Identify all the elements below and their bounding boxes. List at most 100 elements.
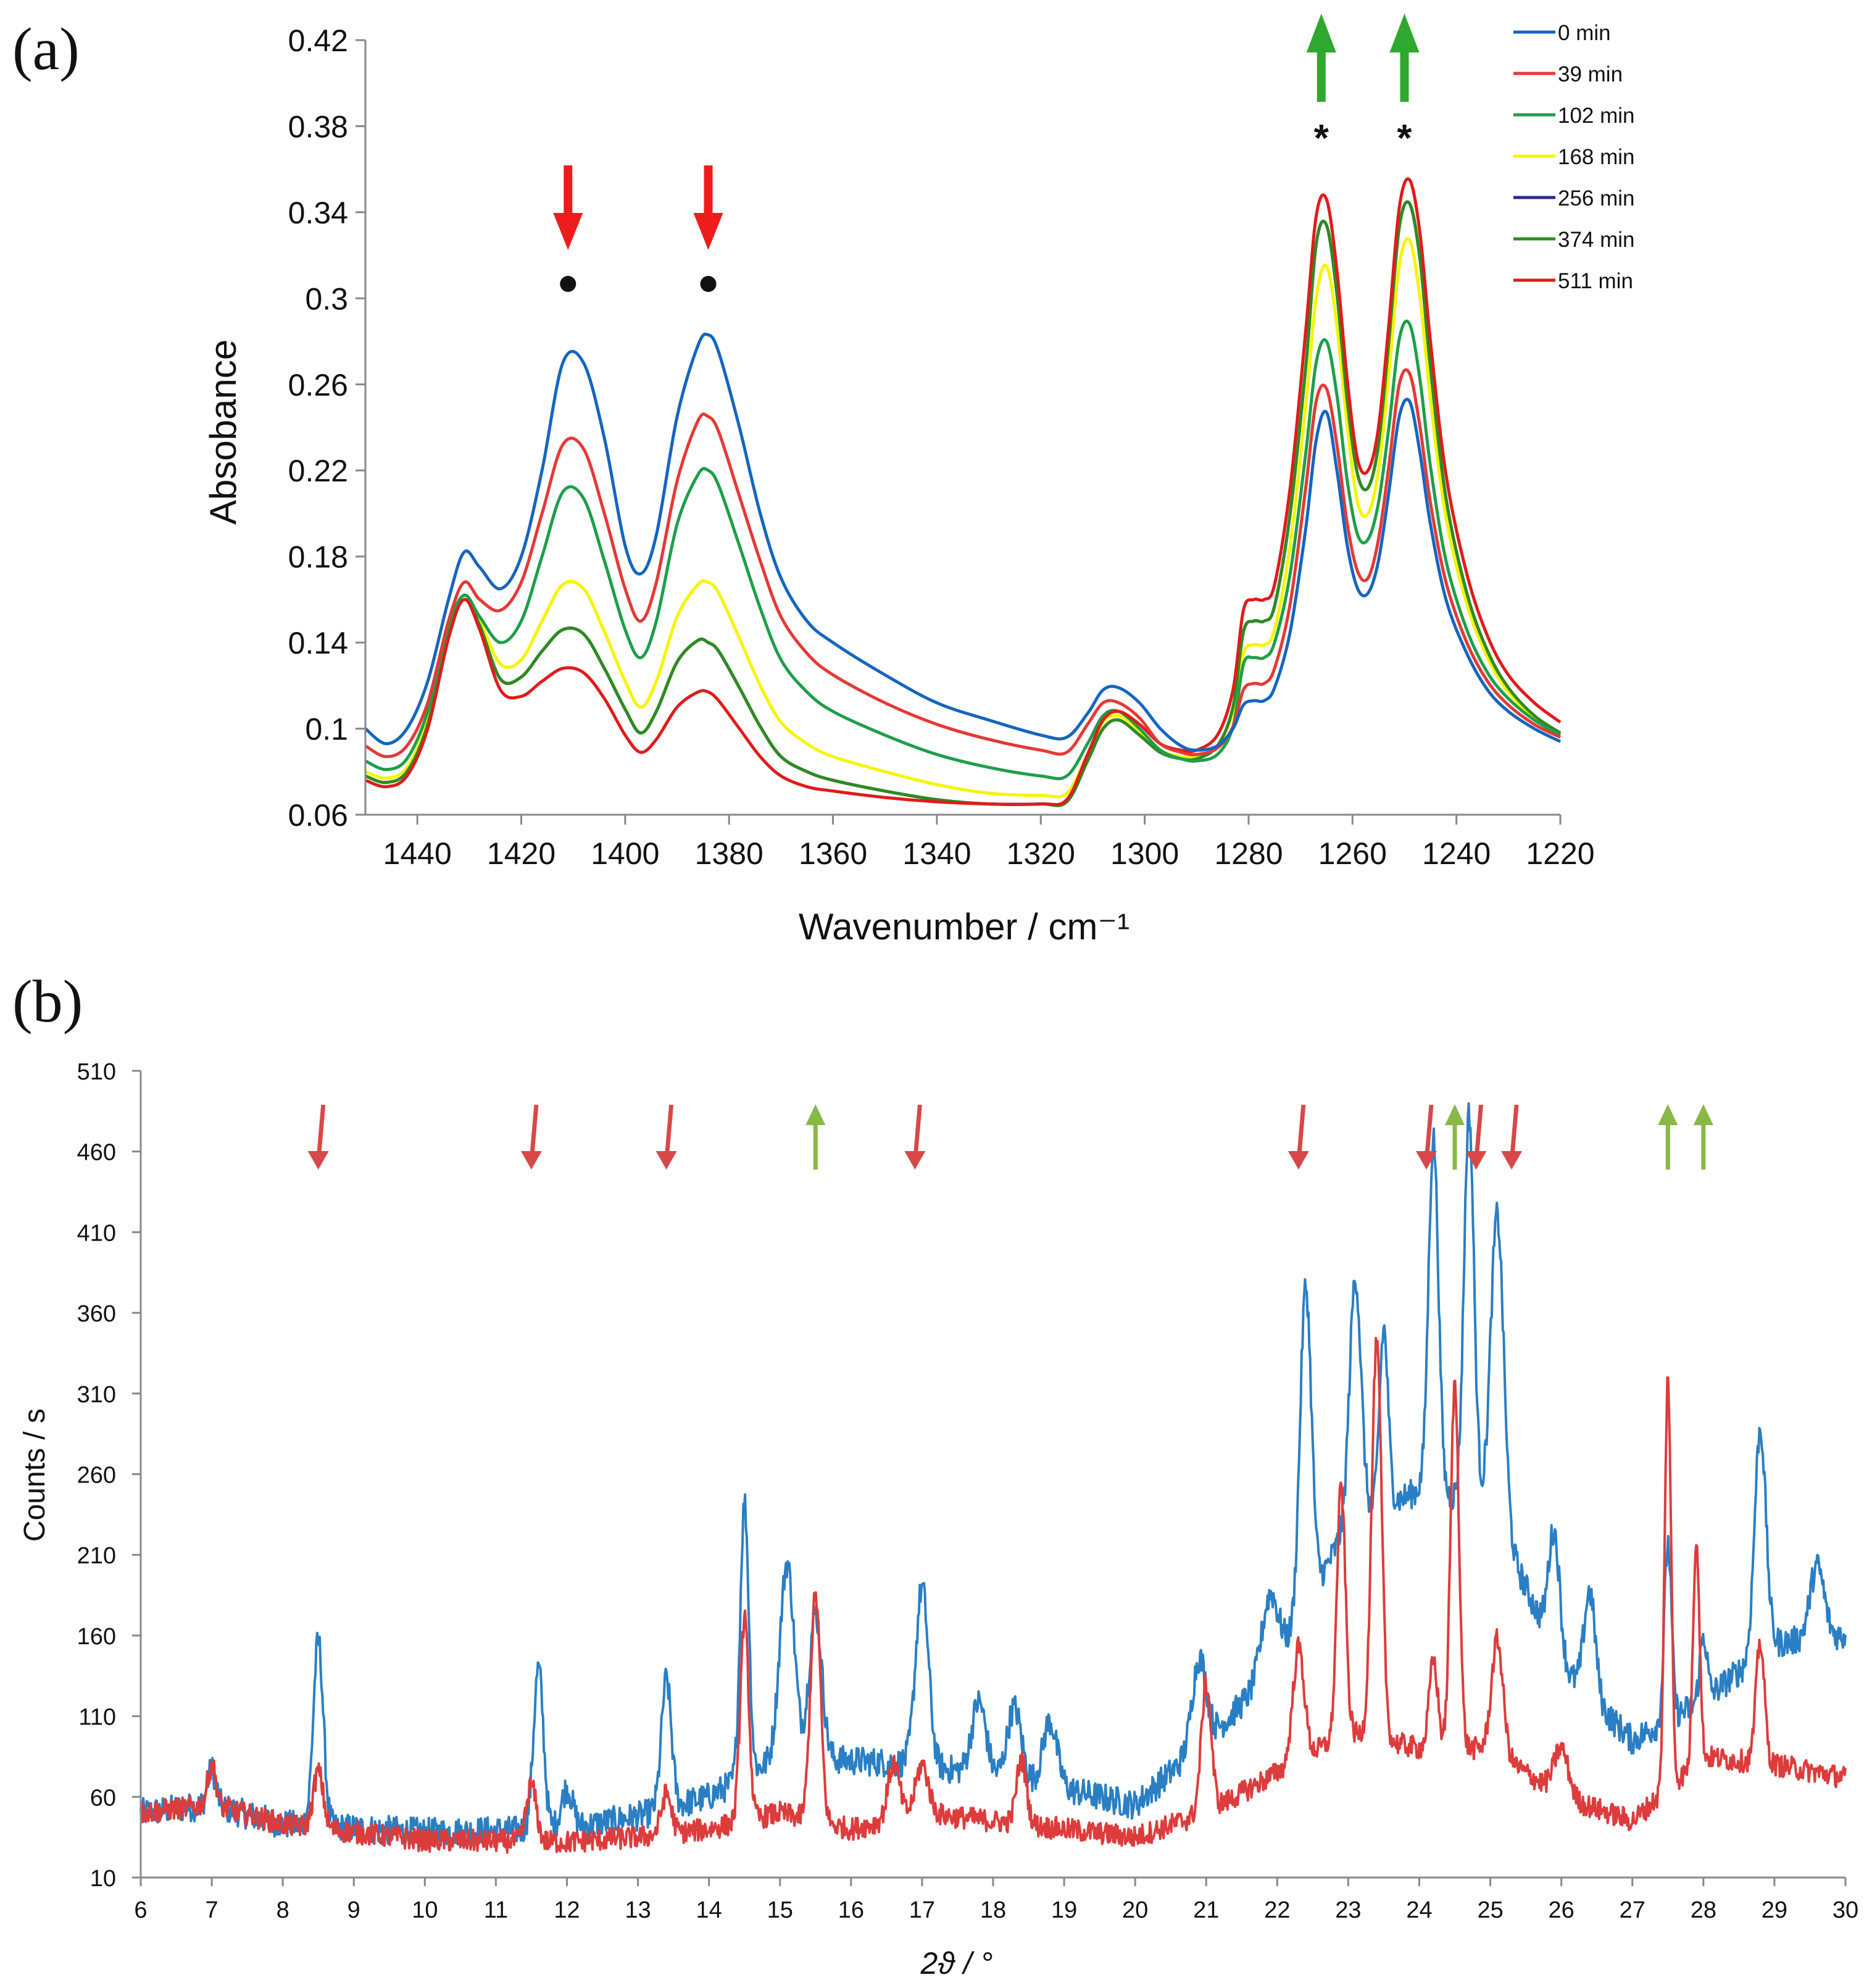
down-arrow-head — [655, 1151, 677, 1170]
series-0-min — [364, 332, 1562, 752]
panel-a-y-ticks: 0.06 0.1 0.14 0.18 0.22 0.26 0.3 0.34 0.38 0.42 — [288, 23, 365, 833]
panel-b-label: (b) — [12, 968, 83, 1035]
up-arrow-head — [1389, 14, 1420, 52]
up-arrow-head — [1445, 1104, 1465, 1125]
x-tick-label: 10 — [412, 1897, 438, 1923]
x-tick-label: 1220 — [1526, 836, 1594, 871]
x-tick-label: 26 — [1549, 1897, 1575, 1923]
x-tick-label: 22 — [1264, 1897, 1290, 1923]
panel-b-xrd-patterns: (b) Counts / s 2ϑ / ° 10 60 110 160 210 260 31… — [12, 968, 1858, 1981]
x-tick-label: 12 — [554, 1897, 580, 1923]
x-tick-label: 7 — [206, 1897, 218, 1923]
y-tick-label: 260 — [77, 1463, 116, 1489]
down-arrow-shaft — [564, 165, 573, 216]
series-39-min — [364, 368, 1562, 759]
down-arrow-head — [1501, 1151, 1523, 1170]
y-tick-label: 310 — [77, 1382, 116, 1408]
x-tick-label: 1320 — [1007, 836, 1075, 871]
panel-b-ylabel: Counts / s — [19, 1408, 51, 1542]
y-tick-label: 0.1 — [305, 712, 348, 747]
x-tick-label: 9 — [347, 1897, 360, 1923]
legend-label: 39 min — [1558, 62, 1623, 86]
x-tick-label: 17 — [909, 1897, 935, 1923]
series-red-pattern — [139, 1337, 1847, 1854]
panel-a-series — [364, 177, 1562, 807]
x-tick-label: 11 — [484, 1897, 508, 1923]
down-arrow-head — [1465, 1151, 1487, 1170]
up-arrow-head — [1306, 14, 1336, 52]
x-tick-label: 1360 — [799, 836, 867, 871]
x-tick-label: 1240 — [1422, 836, 1491, 871]
peak-asterisk-marker: * — [1397, 117, 1412, 160]
y-tick-label: 210 — [77, 1543, 116, 1569]
panel-b-y-ticks: 10 60 110 160 210 260 310 360 410 460 510 — [77, 1059, 141, 1892]
down-arrow-head — [693, 213, 723, 250]
x-tick-label: 20 — [1122, 1897, 1148, 1923]
panel-a-label: (a) — [12, 16, 80, 83]
down-arrow-shaft — [704, 165, 713, 216]
x-tick-label: 28 — [1691, 1897, 1716, 1923]
peak-asterisk-marker: * — [1314, 117, 1329, 160]
y-tick-label: 0.38 — [288, 109, 348, 144]
panel-a-xlabel: Wavenumber / cm⁻¹ — [799, 906, 1129, 947]
panel-a-legend: 0 min 39 min 102 min 168 min 256 min 374 min 5… — [1513, 21, 1635, 293]
down-arrow-head — [553, 213, 583, 250]
up-arrow-shaft — [1400, 51, 1409, 102]
legend-label: 168 min — [1558, 145, 1635, 169]
x-tick-label: 1260 — [1318, 836, 1387, 871]
series-168-min — [365, 237, 1562, 799]
series-102-min — [364, 319, 1562, 781]
panel-b-annotations — [307, 1104, 1713, 1170]
x-tick-label: 1440 — [383, 836, 452, 871]
x-tick-label: 30 — [1832, 1897, 1858, 1923]
panel-a-ylabel: Absobance — [202, 339, 244, 525]
x-tick-label: 15 — [767, 1897, 793, 1923]
series-511-min — [365, 177, 1562, 807]
panel-a-ir-spectra: (a) Absobance Wavenumber / cm⁻¹ 0.060.10… — [12, 14, 1635, 947]
x-tick-label: 1280 — [1214, 836, 1283, 871]
x-tick-label: 1380 — [695, 836, 763, 871]
x-tick-label: 29 — [1762, 1897, 1787, 1923]
y-tick-label: 0.42 — [288, 23, 348, 58]
panel-a-annotations: * * — [553, 14, 1420, 292]
x-tick-label: 19 — [1051, 1897, 1077, 1923]
up-arrow-head — [1693, 1104, 1713, 1125]
legend-label: 0 min — [1558, 21, 1611, 45]
y-tick-label: 110 — [78, 1705, 116, 1731]
down-arrow-head — [520, 1151, 542, 1170]
y-tick-label: 460 — [77, 1140, 116, 1166]
x-tick-label: 1340 — [902, 836, 971, 871]
peak-dot-marker — [700, 276, 717, 292]
legend-label: 256 min — [1558, 186, 1635, 210]
down-arrow-head — [1288, 1151, 1309, 1170]
x-tick-label: 23 — [1335, 1897, 1361, 1923]
y-tick-label: 0.34 — [288, 196, 348, 230]
y-tick-label: 60 — [90, 1785, 116, 1811]
y-tick-label: 160 — [77, 1624, 116, 1650]
y-tick-label: 410 — [77, 1220, 116, 1246]
y-tick-label: 0.26 — [288, 368, 348, 402]
x-tick-label: 25 — [1477, 1897, 1503, 1923]
x-tick-label: 8 — [277, 1897, 289, 1923]
y-tick-label: 0.22 — [288, 454, 348, 488]
panel-a-x-ticks: 1440 1420 1400 1380 1360 1340 1320 1300 1280 1260… — [383, 815, 1595, 871]
panel-b-xlabel: 2ϑ / ° — [920, 1946, 993, 1981]
legend-label: 511 min — [1558, 269, 1633, 293]
y-tick-label: 0.14 — [288, 626, 348, 660]
x-tick-label: 1420 — [487, 836, 555, 871]
panel-b-series — [139, 1102, 1847, 1854]
y-tick-label: 0.3 — [305, 281, 348, 316]
series-blue-pattern — [139, 1102, 1847, 1847]
y-tick-label: 510 — [77, 1059, 116, 1085]
x-tick-label: 16 — [838, 1897, 864, 1923]
x-tick-label: 18 — [980, 1897, 1006, 1923]
legend-label: 102 min — [1558, 104, 1635, 128]
x-tick-label: 1400 — [591, 836, 659, 871]
x-tick-label: 6 — [134, 1897, 147, 1923]
y-tick-label: 360 — [77, 1301, 116, 1327]
legend-label: 374 min — [1558, 228, 1635, 252]
x-tick-label: 24 — [1406, 1897, 1432, 1923]
up-arrow-head — [805, 1104, 826, 1125]
peak-dot-marker — [560, 276, 576, 292]
